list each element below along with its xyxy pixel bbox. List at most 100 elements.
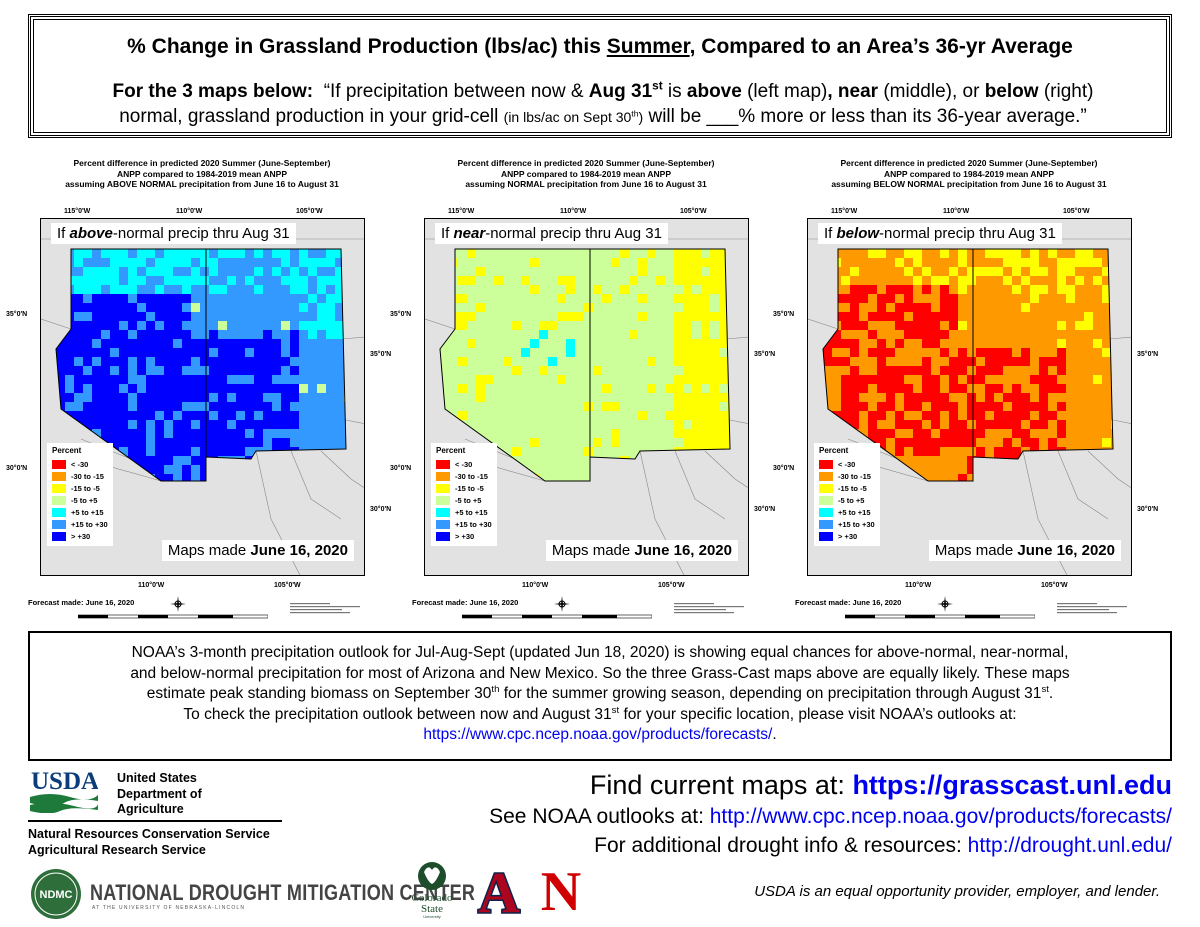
legend-label: +5 to +15 — [838, 507, 871, 517]
legend-item: -30 to -15 — [819, 470, 875, 482]
legend-swatch — [819, 483, 833, 493]
lon-label: 105°0'W — [296, 208, 323, 215]
lat-label: 35°0'N — [390, 311, 412, 318]
legend-swatch — [819, 459, 833, 469]
usda-agencies: Natural Resources Conservation Service Ag… — [28, 827, 270, 857]
legend-swatch — [436, 495, 450, 505]
usda-divider — [28, 820, 282, 822]
noaa-notice-box: NOAA’s 3-month precipitation outlook for… — [28, 631, 1172, 761]
map-credits-fineprint — [1057, 603, 1127, 614]
scale-bar — [462, 614, 652, 619]
legend-item: < -30 — [52, 458, 108, 470]
legend-item: -30 to -15 — [436, 470, 492, 482]
legend-swatch — [819, 531, 833, 541]
noaa-outlooks-link[interactable]: http://www.cpc.ncep.noaa.gov/products/fo… — [709, 805, 1172, 828]
legend-label: -5 to +5 — [71, 495, 98, 505]
lat-label: 30°0'N — [6, 465, 28, 472]
map-legend: Percent < -30 -30 to -15 -15 to -5 -5 to +5 +… — [47, 443, 113, 546]
map-caption: If below-normal precip thru Aug 31 — [818, 223, 1062, 244]
legend-item: +15 to +30 — [436, 518, 492, 530]
legend-item: +15 to +30 — [52, 518, 108, 530]
grassland-map — [41, 219, 364, 575]
lat-label: 30°0'N — [1137, 506, 1159, 513]
noaa-forecast-link[interactable]: https://www.cpc.ncep.noaa.gov/products/f… — [423, 726, 773, 743]
legend-label: +5 to +15 — [455, 507, 488, 517]
svg-text:University: University — [423, 914, 441, 919]
legend-swatch — [52, 495, 66, 505]
lon-label: 110°0'W — [905, 582, 932, 589]
lon-label: 105°0'W — [680, 208, 707, 215]
lon-label: 110°0'W — [560, 208, 587, 215]
scale-bar — [845, 614, 1035, 619]
legend-label: > +30 — [71, 531, 91, 541]
scale-bar — [78, 614, 268, 619]
usda-logo: USDA — [30, 768, 98, 813]
legend-item: -15 to -5 — [52, 482, 108, 494]
map-legend: Percent < -30 -30 to -15 -15 to -5 -5 to +5 +… — [431, 443, 497, 546]
lon-label: 115°0'W — [64, 208, 91, 215]
legend-swatch — [819, 471, 833, 481]
map-caption: If above-normal precip thru Aug 31 — [51, 223, 296, 244]
legend-item: +5 to +15 — [436, 506, 492, 518]
lon-label: 115°0'W — [831, 208, 858, 215]
legend-item: < -30 — [819, 458, 875, 470]
legend-title: Percent — [52, 446, 82, 455]
legend-swatch — [52, 459, 66, 469]
lat-label: 35°0'N — [6, 311, 28, 318]
legend-label: -30 to -15 — [838, 471, 871, 481]
lat-label: 35°0'N — [773, 311, 795, 318]
legend-label: -30 to -15 — [455, 471, 488, 481]
legend-label: -5 to +5 — [455, 495, 482, 505]
page-title: % Change in Grassland Production (lbs/ac… — [127, 35, 1073, 58]
legend-label: -5 to +5 — [838, 495, 865, 505]
legend-swatch — [436, 471, 450, 481]
legend-swatch — [52, 531, 66, 541]
ndmc-badge-icon: NDMC — [31, 869, 81, 919]
legend-swatch — [819, 519, 833, 529]
legend-title: Percent — [819, 446, 849, 455]
legend-label: +5 to +15 — [71, 507, 104, 517]
drought-link[interactable]: http://drought.unl.edu/ — [967, 834, 1172, 857]
csu-logo: Colorado State University — [412, 862, 453, 919]
legend-label: +15 to +30 — [71, 519, 108, 529]
lat-label: 30°0'N — [390, 465, 412, 472]
north-arrow-icon — [937, 596, 953, 612]
legend-swatch — [436, 483, 450, 493]
legend-label: -15 to -5 — [838, 483, 867, 493]
legend-item: -15 to -5 — [436, 482, 492, 494]
legend-swatch — [436, 459, 450, 469]
legend-item: +15 to +30 — [819, 518, 875, 530]
legend-swatch — [52, 507, 66, 517]
legend-label: +15 to +30 — [455, 519, 492, 529]
lat-label: 30°0'N — [754, 506, 776, 513]
noaa-notice-text: NOAA’s 3-month precipitation outlook for… — [130, 644, 1070, 743]
map-legend: Percent < -30 -30 to -15 -15 to -5 -5 to +5 +… — [814, 443, 880, 546]
svg-text:N: N — [541, 862, 581, 916]
header-box: % Change in Grassland Production (lbs/ac… — [28, 14, 1172, 138]
legend-swatch — [436, 507, 450, 517]
lon-label: 105°0'W — [1063, 208, 1090, 215]
legend-swatch — [436, 519, 450, 529]
lat-label: 35°0'N — [754, 351, 776, 358]
page-subtitle: For the 3 maps below: “If precipitation … — [112, 79, 1094, 127]
maps-made-date: Maps made June 16, 2020 — [161, 540, 354, 561]
map-frame: If above-normal precip thru Aug 31 Maps m… — [40, 218, 365, 576]
ndmc-subtitle: AT THE UNIVERSITY OF NEBRASKA-LINCOLN — [92, 905, 246, 911]
legend-label: -15 to -5 — [71, 483, 100, 493]
lon-label: 105°0'W — [1041, 582, 1068, 589]
legend-item: -15 to -5 — [819, 482, 875, 494]
legend-label: -15 to -5 — [455, 483, 484, 493]
university-of-nebraska-logo: N — [541, 862, 581, 916]
map-frame: If below-normal precip thru Aug 31 Maps m… — [807, 218, 1132, 576]
lon-label: 110°0'W — [138, 582, 165, 589]
grasscast-link[interactable]: https://grasscast.unl.edu — [852, 770, 1172, 800]
map-title: Percent difference in predicted 2020 Sum… — [65, 158, 339, 189]
map-panel-2: Percent difference in predicted 2020 Sum… — [390, 158, 775, 619]
svg-text:State: State — [421, 903, 443, 915]
forecast-made-label: Forecast made: June 16, 2020 — [795, 598, 902, 607]
legend-item: > +30 — [436, 530, 492, 542]
legend-item: -5 to +5 — [819, 494, 875, 506]
lat-label: 30°0'N — [370, 506, 392, 513]
map-frame: If near-normal precip thru Aug 31 Maps ma… — [424, 218, 749, 576]
svg-text:USDA: USDA — [31, 768, 98, 795]
